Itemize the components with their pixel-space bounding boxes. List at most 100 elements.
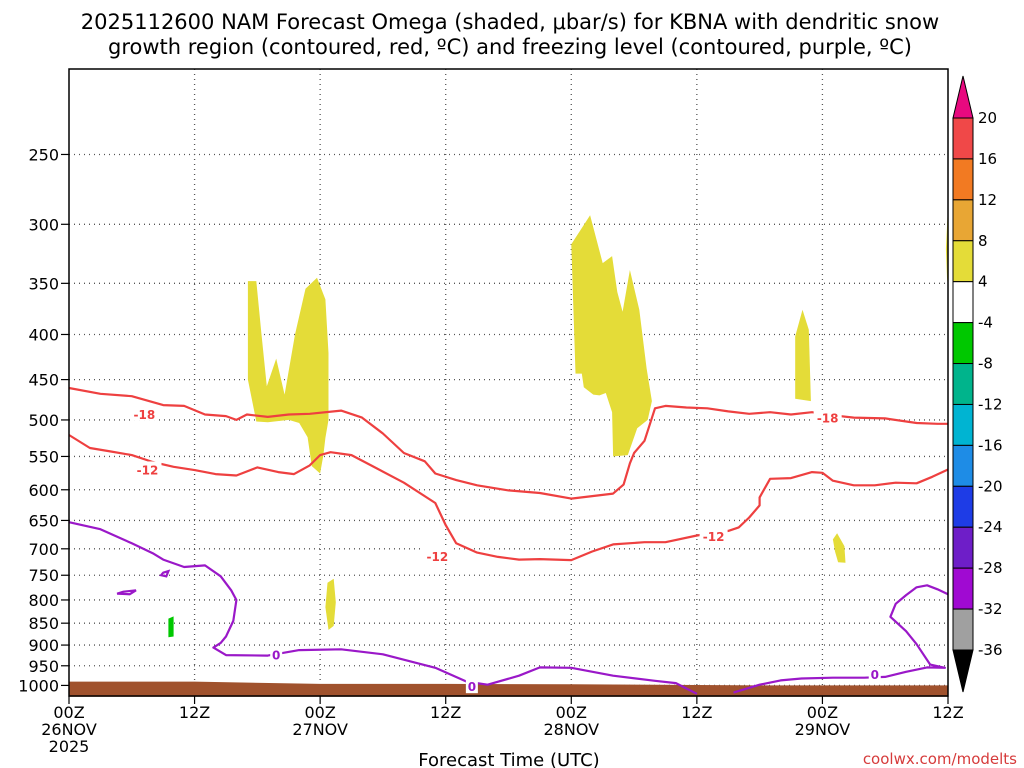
region-0 <box>247 277 329 474</box>
colorbar-label-2: 12 <box>978 191 997 209</box>
colorbar-top-arrow <box>952 75 974 119</box>
colorbar-label-6: -8 <box>978 355 993 373</box>
colorbar-bin-6 <box>952 322 974 365</box>
colorbar-label-0: 20 <box>978 109 997 127</box>
contour-label-2-0: 0 <box>272 648 280 662</box>
x-tick-time-7: 12Z <box>932 703 963 722</box>
x-tick-time-4: 00Z <box>556 703 587 722</box>
contour-line-0 <box>68 386 948 500</box>
region-2 <box>571 215 652 457</box>
region-9 <box>69 681 948 697</box>
colorbar-bin-7 <box>952 363 974 405</box>
y-tick-label-1000: 1000 <box>18 676 59 695</box>
x-tick-date-2: 27NOV <box>292 720 348 739</box>
colorbar-bin-9 <box>952 444 974 487</box>
region-6 <box>168 616 174 638</box>
contour-label-bg-2-0 <box>270 646 283 662</box>
y-tick-label-850: 850 <box>28 614 59 633</box>
colorbar: 20 16 12 8 4 -4 -8 -12 -16 -20 -24 -28 -32 -36 <box>952 75 1003 693</box>
y-axis-ticks: 250 300 350 400 450 500 550 600 650 700 750 800 850 9… <box>18 145 69 695</box>
y-tick-label-500: 500 <box>28 411 59 430</box>
colorbar-bin-8 <box>952 403 974 446</box>
colorbar-label-5: -4 <box>978 314 993 332</box>
contour-label-bg-0-1 <box>813 409 842 425</box>
y-tick-label-650: 650 <box>28 511 59 530</box>
x-tick-time-6: 00Z <box>807 703 838 722</box>
colorbar-bin-4 <box>952 240 974 283</box>
x-tick-time-0: 00Z <box>53 703 84 722</box>
x-tick-time-3: 12Z <box>430 703 461 722</box>
region-1 <box>325 578 336 630</box>
contour-label-bg-2-2 <box>868 665 881 681</box>
y-tick-label-250: 250 <box>28 145 59 164</box>
colorbar-label-13: -36 <box>978 641 1003 659</box>
x-tick-time-2: 00Z <box>304 703 335 722</box>
colorbar-bin-11 <box>952 526 974 569</box>
y-tick-label-550: 550 <box>28 447 59 466</box>
colorbar-label-8: -16 <box>978 436 1003 454</box>
colorbar-bin-2 <box>952 158 974 201</box>
colorbar-bin-5 <box>952 281 974 324</box>
x-tick-date-4: 28NOV <box>543 720 599 739</box>
chart-title-line-2: growth region (contoured, red, ºC) and f… <box>108 35 912 59</box>
y-tick-label-450: 450 <box>28 371 59 390</box>
contour-label-bg-1-1 <box>423 547 452 563</box>
colorbar-label-7: -12 <box>978 395 1003 413</box>
colorbar-label-12: -32 <box>978 600 1003 618</box>
contour-label-bg-1-0 <box>133 461 162 477</box>
contour-label-2-2: 0 <box>871 668 879 682</box>
y-tick-label-300: 300 <box>28 215 59 234</box>
colorbar-label-11: -28 <box>978 559 1003 577</box>
contour-line-1 <box>68 434 949 562</box>
colorbar-bin-12 <box>952 567 974 610</box>
contour-line-2 <box>68 521 698 695</box>
contour-label-2-1: 0 <box>468 680 476 694</box>
y-tick-label-600: 600 <box>28 481 59 500</box>
contour-label-1-2: -12 <box>703 530 725 544</box>
y-tick-label-400: 400 <box>28 325 59 344</box>
region-7 <box>116 589 137 596</box>
colorbar-bin-3 <box>952 199 974 242</box>
y-tick-label-700: 700 <box>28 540 59 559</box>
colorbar-bin-13 <box>952 608 974 651</box>
isotherm-contours <box>68 386 949 695</box>
colorbar-label-1: 16 <box>978 150 997 168</box>
colorbar-label-10: -24 <box>978 518 1003 536</box>
region-4 <box>832 533 846 563</box>
y-tick-label-350: 350 <box>28 274 59 293</box>
colorbar-label-4: 4 <box>978 273 988 291</box>
colorbar-bin-1 <box>952 117 974 160</box>
colorbar-bottom-arrow <box>952 649 974 693</box>
contour-label-bg-2-1 <box>465 678 478 694</box>
colorbar-bin-10 <box>952 485 974 528</box>
plot-frame <box>68 68 949 697</box>
gridlines <box>69 69 948 696</box>
y-tick-label-950: 950 <box>28 657 59 676</box>
x-tick-time-5: 12Z <box>681 703 712 722</box>
contour-label-0-0: -18 <box>133 408 155 422</box>
contour-labels: -18 -18 -12 -12 -12 0 0 0 <box>130 405 881 694</box>
contour-label-1-1: -12 <box>426 550 448 564</box>
colorbar-label-3: 8 <box>978 232 988 250</box>
contour-label-0-1: -18 <box>817 412 839 426</box>
x-tick-time-1: 12Z <box>179 703 210 722</box>
y-tick-label-900: 900 <box>28 636 59 655</box>
credit-text: coolwx.com/modelts <box>863 750 1017 768</box>
colorbar-label-9: -20 <box>978 477 1003 495</box>
contour-line-3 <box>733 584 949 694</box>
contour-label-bg-1-2 <box>699 528 728 544</box>
contour-label-bg-0-0 <box>130 405 159 421</box>
y-tick-label-750: 750 <box>28 566 59 585</box>
x-tick-date-6: 29NOV <box>795 720 851 739</box>
contour-label-1-0: -12 <box>137 463 159 477</box>
shaded-regions <box>69 206 948 697</box>
y-tick-label-800: 800 <box>28 591 59 610</box>
region-3 <box>795 309 811 402</box>
x-tick-date-0: 26NOV <box>41 720 97 739</box>
chart-title-line-1: 2025112600 NAM Forecast Omega (shaded, μ… <box>81 10 939 34</box>
x-tick-year-0: 2025 <box>49 737 90 756</box>
x-axis-label: Forecast Time (UTC) <box>418 750 599 768</box>
region-8 <box>159 569 171 578</box>
